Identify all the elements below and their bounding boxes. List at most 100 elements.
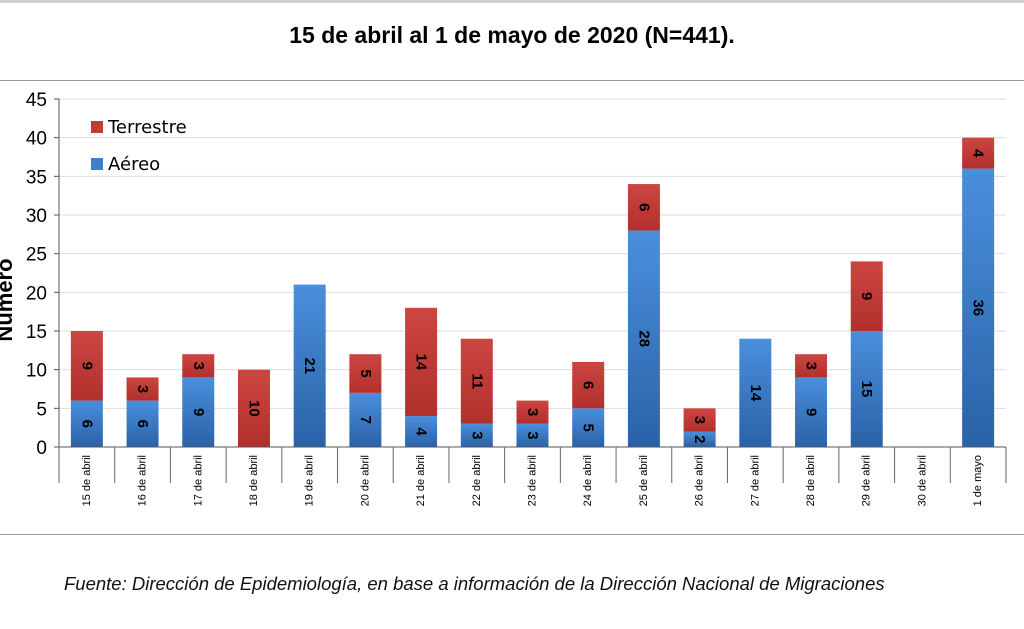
y-tick-label: 25 [26,245,47,266]
data-label: 9 [803,408,820,416]
data-label: 3 [691,416,708,424]
x-tick-label: 19 de abril [304,455,316,506]
x-tick-label: 17 de abril [192,455,204,506]
data-label: 3 [190,362,207,370]
bar-aéreo [739,338,772,447]
data-label: 11 [468,373,485,389]
x-tick-label: 20 de abril [359,455,371,506]
x-tick-label: 15 de abril [81,455,93,506]
bar-terrestre [795,354,828,378]
x-tick-label: 24 de abril [582,455,594,506]
data-label: 14 [413,354,430,371]
y-tick-label: 30 [26,206,47,227]
bar-terrestre [962,137,995,169]
bar-aéreo [850,331,883,447]
x-tick-label: 18 de abril [248,455,260,506]
bar-terrestre [683,408,716,432]
data-label: 3 [134,385,151,393]
x-tick-label: 28 de abril [805,455,817,506]
bar-aéreo [182,377,215,447]
data-label: 3 [524,431,541,439]
bar-aéreo [516,423,549,447]
bar-terrestre [850,261,883,331]
bar-aéreo [405,416,438,447]
data-label: 14 [747,385,764,402]
y-tick-labels: 0 5 10 15 20 25 30 35 40 45 [26,90,59,459]
x-tick-label: 27 de abril [749,455,761,506]
bar-aéreo [293,284,326,447]
legend-label: Aéreo [108,154,160,175]
source-note: Fuente: Dirección de Epidemiología, en b… [64,573,885,594]
bar-terrestre [70,331,103,401]
bar-aéreo [572,408,605,447]
bar-terrestre [516,400,549,424]
data-label: 6 [134,420,151,428]
chart-frame [0,80,1024,535]
bar-aéreo [126,400,159,447]
data-label: 6 [78,420,95,428]
x-tick-labels: 15 de abril 16 de abril 17 de abril 18 de a… [81,455,984,506]
bar-terrestre [460,338,493,424]
x-tick-label: 21 de abril [415,455,427,506]
x-tick-label: 22 de abril [471,455,483,506]
data-label: 6 [580,381,597,389]
data-label: 9 [78,362,95,370]
y-tick-label: 35 [26,167,47,188]
bar-terrestre [572,361,605,409]
bar-aéreo [70,400,103,447]
bar-aéreo [460,423,493,447]
data-label: 5 [357,369,374,377]
y-tick-label: 0 [36,438,47,459]
data-label: 9 [858,292,875,300]
x-tick-label: 25 de abril [638,455,650,506]
data-label: 10 [245,400,262,417]
data-label: 4 [970,149,987,158]
legend-swatch [91,158,103,170]
data-label: 6 [635,203,652,211]
y-tick-label: 5 [36,399,47,420]
legend-item-aéreo: Aéreo [91,154,160,175]
y-tick-label: 20 [26,283,47,304]
x-tick-label: 1 de mayo [972,455,984,506]
y-tick-label: 10 [26,361,47,382]
x-tick-label: 30 de abril [916,455,928,506]
legend-item-terrestre: Terrestre [91,117,187,138]
top-rule [0,0,1024,3]
bar-aéreo [627,230,660,447]
data-label: 3 [803,362,820,370]
x-tick-label: 16 de abril [137,455,149,506]
bar-aéreo [962,168,995,447]
axes [58,99,1007,483]
data-label: 9 [190,408,207,416]
data-label: 5 [580,423,597,431]
bar-group: 6 9 6 3 9 3 10 21 7 5 4 14 3 11 3 3 5 6 28 6 2 3 14 9 3 15 9 36 4 [70,137,995,447]
bar-aéreo [683,431,716,447]
data-label: 2 [691,435,708,443]
y-tick-label: 40 [26,129,47,150]
data-label: 15 [858,381,875,398]
data-label: 4 [413,427,430,436]
y-axis-label: Número [0,258,17,341]
x-tick-label: 26 de abril [694,455,706,506]
data-label: 21 [301,357,318,374]
bar-aéreo [795,377,828,447]
bar-terrestre [349,354,382,393]
bar-terrestre [182,354,215,378]
data-label: 3 [468,431,485,439]
bar-terrestre [627,184,660,231]
data-label: 7 [357,416,374,424]
legend: Terrestre Aéreo [91,117,187,175]
x-tick-label: 29 de abril [861,455,873,506]
bar-aéreo [349,392,382,447]
legend-swatch [91,121,103,133]
data-label: 3 [524,408,541,416]
bar-terrestre [237,369,270,447]
x-tick-label: 23 de abril [527,455,539,506]
y-tick-label: 45 [26,90,47,111]
bar-terrestre [126,377,159,401]
legend-label: Terrestre [107,117,187,138]
y-tick-label: 15 [26,322,47,343]
bar-terrestre [405,307,438,417]
chart-title: 15 de abril al 1 de mayo de 2020 (N=441)… [289,22,735,48]
